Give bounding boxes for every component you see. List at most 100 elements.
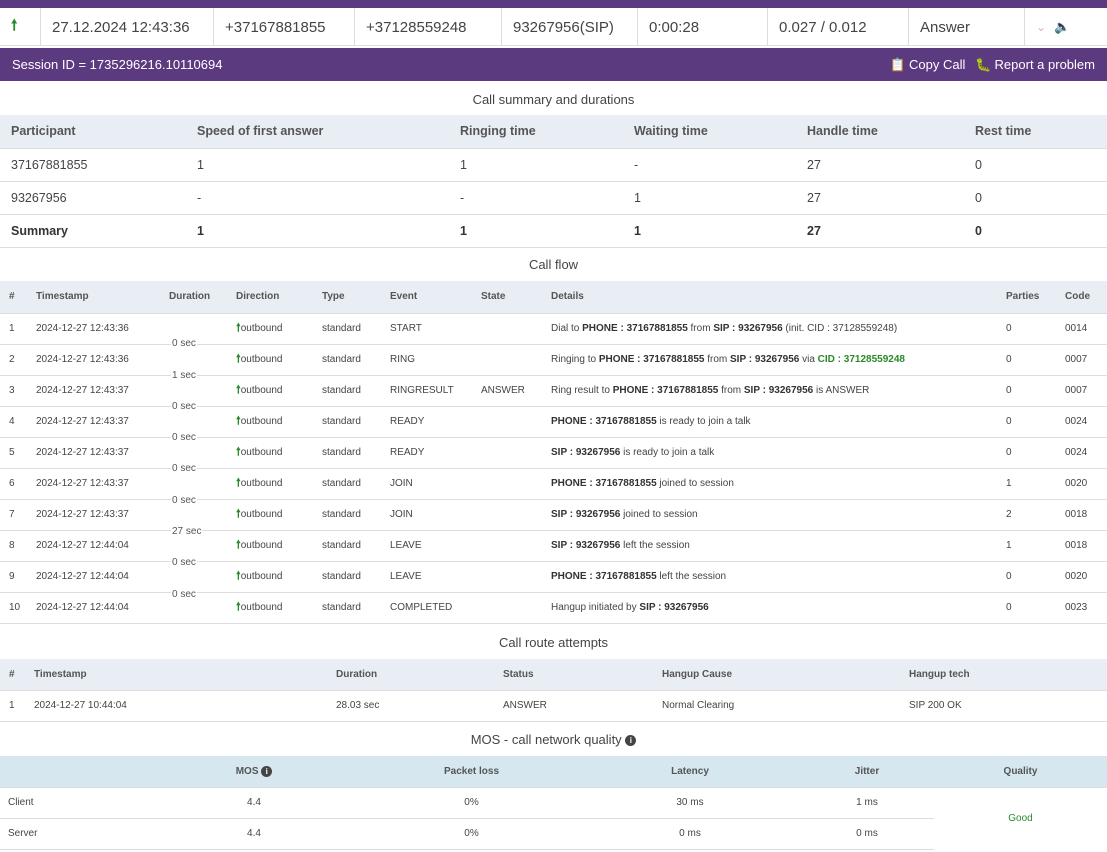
table-cell: 1 (186, 148, 449, 182)
top-accent-bar (0, 0, 1107, 8)
row-code: 0023 (1056, 592, 1107, 624)
table-row: 2 2024-12-27 12:43:36 🠕outbound standard… (0, 344, 1107, 376)
detail-text: joined to session (656, 478, 734, 489)
flow-header-row: # Timestamp Duration Direction Type Even… (0, 281, 1107, 314)
copy-call-button[interactable]: 📋 Copy Call (890, 57, 966, 73)
table-cell: ANSWER (494, 690, 653, 722)
row-parties: 0 (997, 561, 1056, 593)
row-code: 0024 (1056, 406, 1107, 438)
flow-col-header: Duration (160, 281, 227, 314)
table-cell: 27 (796, 148, 964, 182)
direction-label: outbound (240, 509, 283, 520)
table-cell: - (449, 181, 623, 215)
row-type: standard (313, 406, 381, 438)
row-parties: 1 (997, 530, 1056, 562)
row-timestamp: 2024-12-27 12:43:37 (27, 375, 160, 407)
row-event: RINGRESULT (381, 375, 472, 407)
row-number: 6 (0, 468, 27, 500)
row-parties: 0 (997, 313, 1056, 345)
summary-title: Call summary and durations (472, 92, 635, 107)
detail-text: Hangup initiated by (551, 602, 640, 613)
route-header-row: # Timestamp Duration Status Hangup Cause… (0, 659, 1107, 691)
detail-phone: PHONE : 37167881855 (612, 385, 719, 396)
row-event: READY (381, 406, 472, 438)
row-state (472, 592, 542, 624)
table-cell: SIP 200 OK (900, 690, 1107, 722)
row-code: 0007 (1056, 344, 1107, 376)
table-cell: 4.4 (145, 818, 363, 850)
arrow-up-icon: 🠕 (236, 353, 241, 365)
row-number: 8 (0, 530, 27, 562)
row-details: SIP : 93267956 left the session (542, 530, 997, 562)
detail-sip: SIP : 93267956 (551, 509, 621, 520)
route-col-header: Status (494, 659, 653, 691)
summary-table: Participant Speed of first answer Ringin… (0, 115, 1107, 248)
info-icon[interactable]: i (625, 735, 637, 747)
row-timestamp: 2024-12-27 12:44:04 (27, 561, 160, 593)
table-cell: 0 (964, 214, 1107, 248)
row-timestamp: 2024-12-27 12:43:36 (27, 313, 160, 345)
gap-duration: 1 sec (171, 370, 197, 381)
detail-phone: PHONE : 37167881855 (598, 354, 705, 365)
row-direction: 🠕outbound (227, 499, 313, 531)
flow-col-header: Direction (227, 281, 313, 314)
table-cell: Normal Clearing (653, 690, 900, 722)
row-details: PHONE : 37167881855 is ready to join a t… (542, 406, 997, 438)
row-direction: 🠕outbound (227, 592, 313, 624)
row-actions: ⌄ 🔈 (1025, 8, 1107, 46)
copy-call-label: Copy Call (909, 57, 966, 72)
mos-col-header: Jitter (800, 756, 934, 788)
flow-col-header: Type (313, 281, 381, 314)
table-cell: 0% (363, 818, 580, 850)
row-event: LEAVE (381, 561, 472, 593)
flow-col-header: Details (542, 281, 997, 314)
row-state (472, 406, 542, 438)
gap-duration: 0 sec (171, 557, 197, 568)
row-parties: 0 (997, 406, 1056, 438)
row-event: LEAVE (381, 530, 472, 562)
detail-sip: SIP : 93267956 (743, 385, 814, 396)
row-details: PHONE : 37167881855 joined to session (542, 468, 997, 500)
direction-cell: 🠕 (0, 8, 41, 46)
speaker-icon[interactable]: 🔈 (1054, 19, 1071, 34)
route-col-header: Timestamp (25, 659, 327, 691)
row-direction: 🠕outbound (227, 406, 313, 438)
row-code: 0020 (1056, 468, 1107, 500)
route-col-header: Hangup Cause (653, 659, 900, 691)
row-timestamp: 2024-12-27 12:43:37 (27, 499, 160, 531)
summary-total-row: Summary 1 1 1 27 0 (0, 214, 1107, 248)
summary-col-header: Speed of first answer (186, 115, 449, 149)
call-flow-table: # Timestamp Duration Direction Type Even… (0, 281, 1107, 624)
detail-text: is ANSWER (813, 385, 870, 396)
chevron-down-icon[interactable]: ⌄ (1036, 20, 1047, 34)
direction-label: outbound (240, 602, 283, 613)
info-icon[interactable]: i (261, 765, 273, 777)
direction-label: outbound (240, 571, 283, 582)
gap-duration: 27 sec (171, 526, 203, 537)
mos-title-text: MOS - call network quality (470, 732, 622, 747)
detail-sip: SIP : 93267956 (551, 540, 621, 551)
detail-phone: PHONE : 37167881855 (551, 571, 657, 582)
row-direction: 🠕outbound (227, 468, 313, 500)
row-code: 0018 (1056, 530, 1107, 562)
route-col-header: Hangup tech (900, 659, 1107, 691)
table-row: 37167881855 1 1 - 27 0 (0, 148, 1107, 182)
call-record-row[interactable]: 🠕 27.12.2024 12:43:36 +37167881855 +3712… (0, 8, 1107, 46)
mos-col-header: MOS i (145, 756, 363, 788)
summary-col-header: Ringing time (449, 115, 623, 149)
detail-text: from (687, 323, 714, 334)
table-cell: 0 (964, 181, 1107, 215)
row-details: Hangup initiated by SIP : 93267956 (542, 592, 997, 624)
flow-col-header: Timestamp (27, 281, 160, 314)
table-row: 1 2024-12-27 12:43:36 🠕outbound standard… (0, 313, 1107, 345)
session-id: Session ID = 1735296216.10110694 (12, 57, 223, 72)
gap-duration: 0 sec (171, 589, 197, 600)
row-details: Dial to PHONE : 37167881855 from SIP : 9… (542, 313, 997, 345)
gap-duration: 0 sec (171, 495, 197, 506)
table-row: 3 2024-12-27 12:43:37 🠕outbound standard… (0, 375, 1107, 407)
detail-text: Ringing to (551, 354, 599, 365)
call-flow-title: Call flow (528, 257, 579, 272)
call-duration: 0:00:28 (638, 8, 768, 46)
report-problem-button[interactable]: 🐛 Report a problem (975, 57, 1095, 73)
row-code: 0014 (1056, 313, 1107, 345)
